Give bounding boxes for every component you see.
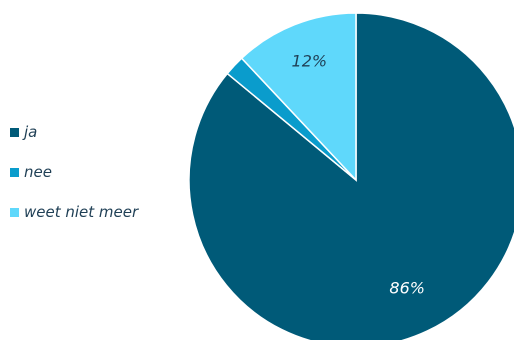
legend-item-nee: nee bbox=[10, 162, 185, 182]
legend-label-nee: nee bbox=[24, 163, 52, 181]
legend-swatch-weet-niet-meer bbox=[10, 207, 19, 217]
data-label-ja: 86% bbox=[389, 278, 425, 297]
pie-slice-weet-niet-meer bbox=[240, 12, 357, 182]
legend-swatch-ja bbox=[10, 127, 19, 137]
legend: ja nee weet niet meer bbox=[10, 122, 185, 242]
legend-label-weet-niet-meer: weet niet meer bbox=[24, 203, 139, 221]
legend-label-ja: ja bbox=[24, 123, 38, 141]
data-label-weet-niet-meer: 12% bbox=[292, 52, 328, 71]
legend-swatch-nee bbox=[10, 167, 19, 177]
legend-item-weet-niet-meer: weet niet meer bbox=[10, 202, 185, 222]
legend-item-ja: ja bbox=[10, 122, 185, 142]
